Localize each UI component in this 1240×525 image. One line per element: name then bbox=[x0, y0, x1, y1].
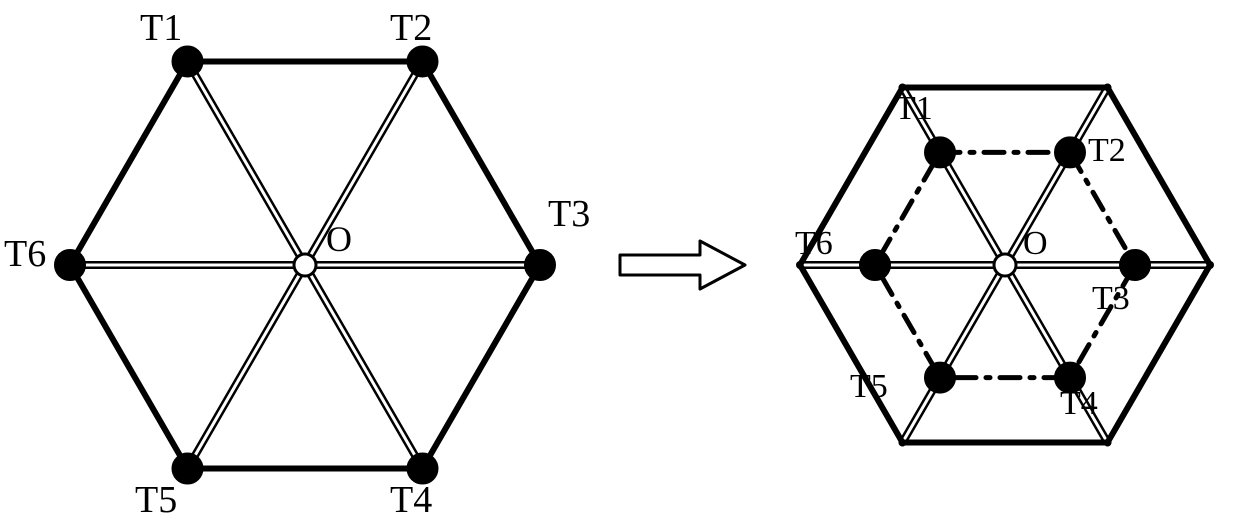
spoke-inner bbox=[305, 61, 423, 265]
diagram-canvas bbox=[0, 0, 1240, 525]
left-label-t3: T3 bbox=[548, 192, 590, 236]
right-label-o: O bbox=[1023, 225, 1048, 263]
right-label-t2: T2 bbox=[1088, 132, 1126, 170]
spoke-inner bbox=[305, 265, 423, 469]
left-label-t6: T6 bbox=[4, 232, 46, 276]
right-node-t6 bbox=[860, 250, 890, 280]
left-node-t3 bbox=[525, 250, 555, 280]
arrow-icon bbox=[620, 241, 745, 289]
left-node-t6 bbox=[55, 250, 85, 280]
left-label-t4: T4 bbox=[390, 478, 432, 522]
right-label-t5: T5 bbox=[850, 368, 888, 406]
left-label-o: O bbox=[326, 218, 352, 260]
left-label-t1: T1 bbox=[140, 6, 182, 50]
right-label-t6: T6 bbox=[795, 225, 833, 263]
right-node-t3 bbox=[1120, 250, 1150, 280]
right-label-t1: T1 bbox=[895, 90, 933, 128]
right-node-o bbox=[994, 254, 1016, 276]
left-node-t1 bbox=[173, 46, 203, 76]
left-label-t2: T2 bbox=[390, 6, 432, 50]
right-node-t1 bbox=[925, 137, 955, 167]
spoke-inner bbox=[188, 265, 306, 469]
right-label-t3: T3 bbox=[1092, 280, 1130, 318]
right-label-t4: T4 bbox=[1060, 385, 1098, 423]
right-node-t5 bbox=[925, 363, 955, 393]
left-node-o bbox=[294, 254, 316, 276]
left-node-t2 bbox=[408, 46, 438, 76]
spoke-inner bbox=[903, 265, 1006, 443]
spoke-inner bbox=[188, 61, 306, 265]
left-label-t5: T5 bbox=[135, 478, 177, 522]
right-node-t2 bbox=[1055, 137, 1085, 167]
spoke-inner bbox=[1005, 87, 1108, 265]
